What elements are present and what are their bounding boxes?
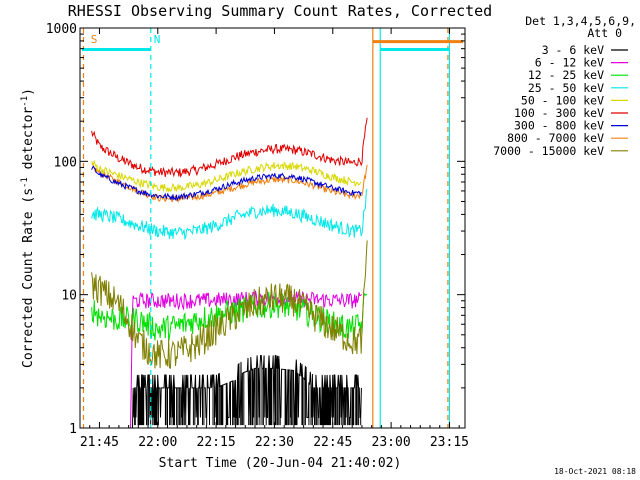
legend-label-50-100-kev: 50 - 100 keV xyxy=(521,93,604,107)
chart-title: RHESSI Observing Summary Count Rates, Co… xyxy=(68,2,492,20)
legend-label-800-7000-kev: 800 - 7000 keV xyxy=(507,131,604,145)
y-tick-label-1: 1 xyxy=(69,422,77,437)
y-axis-label: Corrected Count Rate (s-1 detector-1) xyxy=(20,88,36,368)
series-25-50-kev xyxy=(91,188,368,241)
legend-label-6-12-kev: 6 - 12 keV xyxy=(535,56,604,70)
y-tick-label-100: 100 xyxy=(54,155,77,170)
y-tick-label-10: 10 xyxy=(61,289,77,304)
legend-header-1: Det 1,3,4,5,6,9, xyxy=(525,14,636,28)
legend-label-7000-15000-kev: 7000 - 15000 keV xyxy=(493,144,604,158)
series-3-6-kev xyxy=(132,354,362,429)
axis-layer: 21:45 22:00 22:15 22:30 22:45 23:00 23:15 1 10 10… xyxy=(46,22,469,450)
x-tick-label-22-30: 22:30 xyxy=(255,435,294,450)
y-axis-label-main: Corrected Count Rate (s xyxy=(21,188,36,368)
x-tick-label-23-15: 23:15 xyxy=(430,435,469,450)
x-tick-label-22-00: 22:00 xyxy=(138,435,177,450)
y-axis-label-sup1: -1 xyxy=(20,177,30,188)
series-6-12-kev xyxy=(130,290,362,429)
y-axis-label-mid: detector xyxy=(21,107,36,178)
y-axis-label-sup2: -1 xyxy=(20,96,30,107)
legend-label-300-800-kev: 300 - 800 keV xyxy=(514,119,604,133)
series-7000-15000-kev xyxy=(91,240,368,370)
legend-label-25-50-kev: 25 - 50 keV xyxy=(528,81,604,95)
x-tick-label-21-45: 21:45 xyxy=(80,435,119,450)
series-300-800-kev xyxy=(91,165,362,202)
annotation-n: N xyxy=(154,33,161,46)
x-tick-label-22-15: 22:15 xyxy=(197,435,236,450)
y-axis-label-end: ) xyxy=(21,88,36,96)
footer-date: 18-Oct-2021 08:18 xyxy=(554,467,636,476)
series-50-100-kev xyxy=(91,159,362,193)
legend-label-12-25-kev: 12 - 25 keV xyxy=(528,68,604,82)
y-tick-label-1000: 1000 xyxy=(46,22,77,37)
series-100-300-kev xyxy=(91,117,368,178)
legend-header-2: Att 0 xyxy=(587,26,622,40)
legend-label-100-300-kev: 100 - 300 keV xyxy=(514,106,604,120)
series-layer xyxy=(91,117,368,429)
x-axis-label: Start Time (20-Jun-04 21:40:02) xyxy=(159,456,402,471)
annotation-s: S xyxy=(91,33,98,46)
plot-frame xyxy=(79,27,466,429)
legend-label-3-6-kev: 3 - 6 keV xyxy=(542,43,604,57)
series-800-7000-kev xyxy=(91,163,368,203)
x-tick-label-23-00: 23:00 xyxy=(372,435,411,450)
x-tick-label-22-45: 22:45 xyxy=(313,435,352,450)
